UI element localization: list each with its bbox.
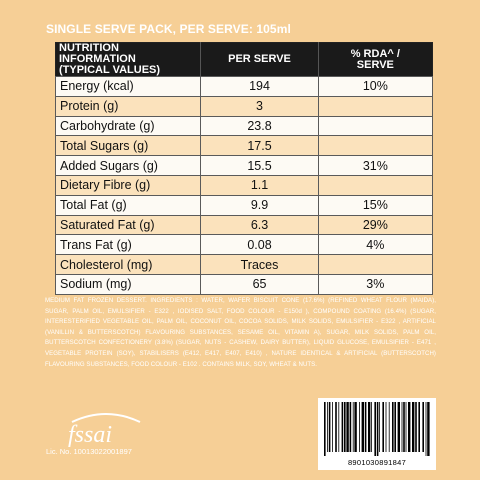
barcode-bar — [376, 402, 379, 456]
barcode-bar — [352, 402, 354, 452]
barcode-bar — [422, 402, 424, 452]
barcode-bar — [412, 402, 415, 452]
barcode-bar — [418, 402, 420, 452]
barcode-bar — [368, 402, 371, 452]
nutrient-cell: Added Sugars (g) — [54, 155, 202, 176]
barcode-bar — [379, 402, 380, 452]
ingredients-text: MEDIUM FAT FROZEN DESSERT. INGREDIENTS :… — [45, 297, 436, 368]
barcode-bar — [385, 402, 387, 452]
barcode-bar — [415, 402, 417, 452]
value-cell — [317, 115, 434, 137]
barcode-bar — [388, 402, 390, 452]
value-cell — [317, 254, 434, 275]
value-cell: 9.9 — [200, 194, 319, 216]
barcode-bar — [335, 402, 337, 452]
value-cell — [317, 174, 434, 196]
value-cell: 29% — [317, 214, 434, 236]
table-row: Trans Fat (g) 0.08 4% — [54, 234, 434, 256]
barcode-bar — [401, 402, 403, 452]
barcode-bar — [371, 402, 372, 452]
pack-title: SINGLE SERVE PACK, PER SERVE: 105ml — [46, 22, 291, 36]
barcode-bar — [332, 402, 333, 452]
value-cell: 23.8 — [200, 115, 319, 137]
barcode-bar — [346, 402, 349, 452]
value-cell: 194 — [200, 76, 319, 97]
nutrient-cell: Total Sugars (g) — [54, 135, 202, 157]
barcode-bar — [327, 402, 328, 452]
value-cell: 17.5 — [200, 135, 319, 157]
table-row: Added Sugars (g) 15.5 31% — [54, 155, 434, 176]
fssai-text: fssai — [68, 422, 112, 448]
column-header: PER SERVE — [200, 42, 319, 77]
barcode-box: 8901030891847 — [318, 398, 436, 470]
value-cell: Traces — [200, 254, 319, 275]
barcode-bar — [349, 402, 352, 452]
barcode-bar — [374, 402, 376, 456]
column-header: NUTRITION INFORMATION (TYPICAL VALUES) — [55, 42, 201, 77]
barcode-bar — [403, 402, 405, 452]
barcode-bar — [344, 402, 346, 452]
barcode-bar — [397, 402, 400, 452]
table-row: Total Fat (g) 9.9 15% — [54, 194, 434, 216]
table-row: Energy (kcal) 194 10% — [54, 76, 434, 97]
barcode-bar — [361, 402, 364, 452]
nutrient-cell: Sodium (mg) — [54, 273, 202, 295]
nutrient-cell: Dietary Fibre (g) — [54, 174, 202, 196]
value-cell: 3 — [200, 95, 319, 117]
barcode-bar — [328, 402, 331, 452]
barcode-bar — [341, 402, 344, 452]
barcode-bar — [324, 402, 326, 456]
nutrient-cell: Protein (g) — [54, 95, 202, 117]
value-cell — [317, 135, 434, 157]
nutrient-cell: Energy (kcal) — [54, 76, 202, 97]
nutrition-table: NUTRITION INFORMATION (TYPICAL VALUES) PE… — [54, 42, 434, 295]
value-cell: 31% — [317, 155, 434, 176]
table-row: Saturated Fat (g) 6.3 29% — [54, 214, 434, 236]
table-row: Total Sugars (g) 17.5 — [54, 135, 434, 157]
logo-arc — [71, 413, 141, 423]
barcode-bar — [382, 402, 384, 452]
barcode-bar — [427, 402, 430, 456]
value-cell: 65 — [200, 273, 319, 295]
table-row: Carbohydrate (g) 23.8 — [54, 115, 434, 137]
value-cell: 6.3 — [200, 214, 319, 236]
value-cell: 1.1 — [200, 174, 319, 196]
value-cell: 15% — [317, 194, 434, 216]
fssai-logo: fssai — [68, 413, 141, 448]
barcode-bar — [354, 402, 357, 452]
table-row: Cholesterol (mg) Traces — [54, 254, 434, 275]
nutrient-cell: Cholesterol (mg) — [54, 254, 202, 275]
barcode-bar — [359, 402, 360, 452]
column-header: % RDA^ / SERVE — [317, 42, 433, 77]
value-cell: 15.5 — [200, 155, 319, 176]
nutrient-cell: Total Fat (g) — [54, 194, 202, 216]
header-row: NUTRITION INFORMATION (TYPICAL VALUES) PE… — [55, 42, 433, 77]
barcode-bar — [394, 402, 396, 452]
value-cell: 4% — [317, 234, 434, 256]
value-cell: 0.08 — [200, 234, 319, 256]
barcode-bar — [392, 402, 394, 452]
barcode-number: 8901030891847 — [347, 458, 407, 467]
nutrient-cell: Saturated Fat (g) — [54, 214, 202, 236]
barcode-bar — [405, 402, 407, 452]
value-cell: 3% — [317, 273, 434, 295]
barcode-bar — [364, 402, 367, 452]
table-row: Protein (g) 3 — [54, 95, 434, 117]
table-row: Dietary Fibre (g) 1.1 — [54, 174, 434, 196]
barcode-bar — [425, 402, 427, 456]
nutrient-cell: Trans Fat (g) — [54, 234, 202, 256]
barcode-bar — [338, 402, 340, 452]
licence-number: Lic. No. 10013022001897 — [46, 447, 132, 456]
value-cell: 10% — [317, 76, 434, 97]
barcode-bar — [408, 402, 411, 452]
table-row: Sodium (mg) 65 3% — [54, 273, 434, 295]
table-body: Energy (kcal) 194 10% Protein (g) 3 Carbohydr… — [54, 76, 434, 295]
nutrient-cell: Carbohydrate (g) — [54, 115, 202, 137]
barcode — [324, 402, 430, 456]
value-cell — [317, 95, 434, 117]
